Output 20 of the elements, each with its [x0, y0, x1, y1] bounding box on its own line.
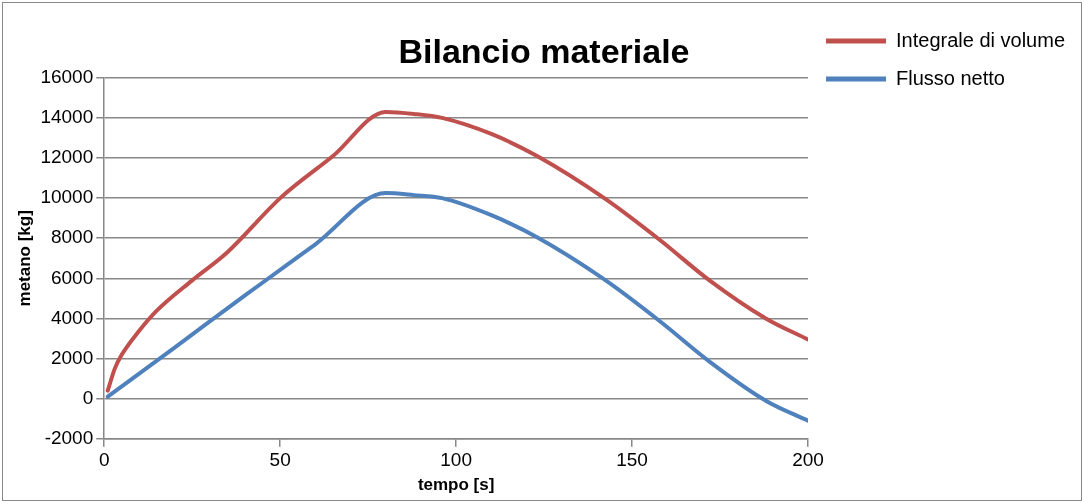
- x-tick-label: 100: [440, 449, 472, 471]
- x-tick-label: 0: [98, 449, 110, 471]
- y-tick-label: 0: [82, 386, 94, 408]
- chart-title: Bilancio materiale: [398, 31, 690, 70]
- y-tick-label: 4000: [50, 306, 94, 328]
- x-axis-title: tempo [s]: [417, 475, 495, 495]
- y-axis-title: metano [kg]: [14, 210, 34, 307]
- y-tick-label: 12000: [40, 146, 94, 168]
- x-tick-label: 150: [616, 449, 648, 471]
- y-tick-label: 14000: [40, 106, 94, 128]
- y-tick-label: -2000: [44, 427, 94, 449]
- x-tick-label: 200: [792, 449, 824, 471]
- legend-label: Flusso netto: [896, 66, 1005, 89]
- y-tick-label: 10000: [40, 186, 94, 208]
- y-tick-label: 16000: [40, 66, 94, 88]
- legend-label: Integrale di volume: [896, 28, 1065, 51]
- y-tick-label: 6000: [50, 266, 94, 288]
- y-tick-label: 2000: [50, 346, 94, 368]
- x-tick-label: 50: [269, 449, 291, 471]
- y-tick-label: 8000: [50, 226, 94, 248]
